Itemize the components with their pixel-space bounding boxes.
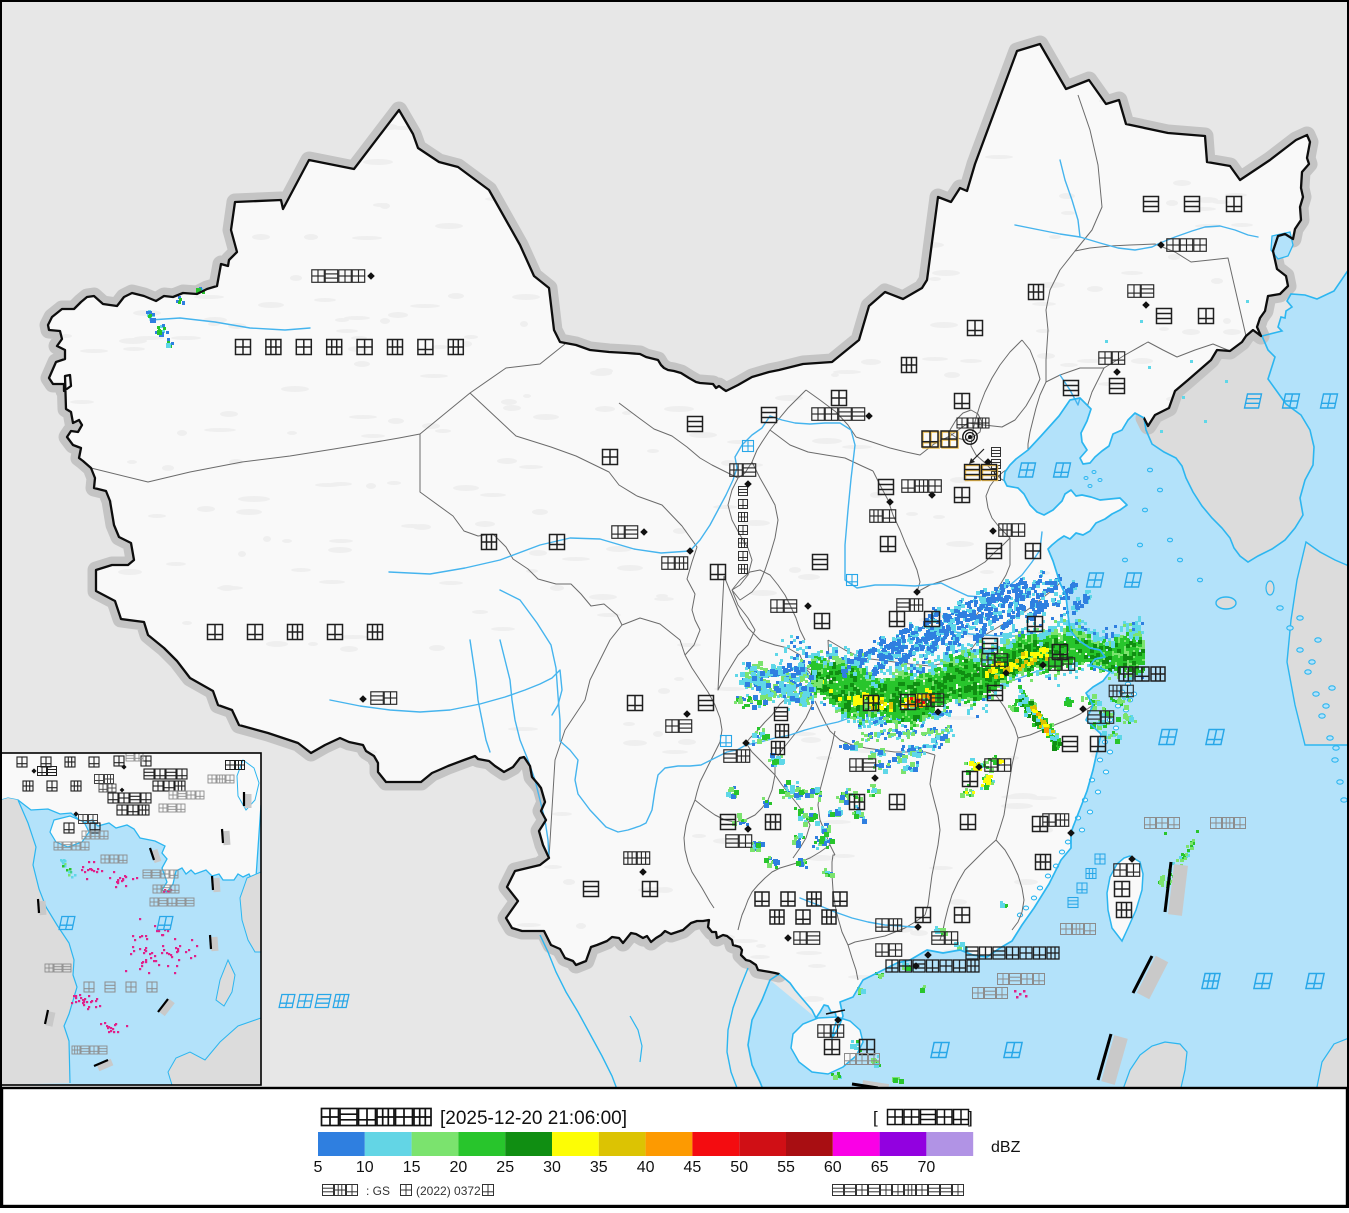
svg-text:[2025-12-20 21:06:00]: [2025-12-20 21:06:00] xyxy=(440,1108,627,1129)
svg-text:40: 40 xyxy=(637,1159,655,1176)
svg-text:(2022) 0372: (2022) 0372 xyxy=(416,1184,481,1198)
svg-text:20: 20 xyxy=(450,1159,468,1176)
svg-text:5: 5 xyxy=(314,1159,323,1176)
svg-text:[: [ xyxy=(873,1108,878,1127)
svg-text:65: 65 xyxy=(871,1159,889,1176)
svg-text:25: 25 xyxy=(496,1159,514,1176)
svg-text:10: 10 xyxy=(356,1159,374,1176)
svg-text:]: ] xyxy=(968,1108,973,1127)
svg-text:50: 50 xyxy=(730,1159,748,1176)
svg-text:dBZ: dBZ xyxy=(991,1139,1021,1156)
svg-text:15: 15 xyxy=(403,1159,421,1176)
svg-text:70: 70 xyxy=(918,1159,936,1176)
svg-text:45: 45 xyxy=(684,1159,702,1176)
svg-text:60: 60 xyxy=(824,1159,842,1176)
svg-text:30: 30 xyxy=(543,1159,561,1176)
svg-text:55: 55 xyxy=(777,1159,795,1176)
svg-text:: GS: : GS xyxy=(366,1184,390,1198)
svg-text:35: 35 xyxy=(590,1159,608,1176)
